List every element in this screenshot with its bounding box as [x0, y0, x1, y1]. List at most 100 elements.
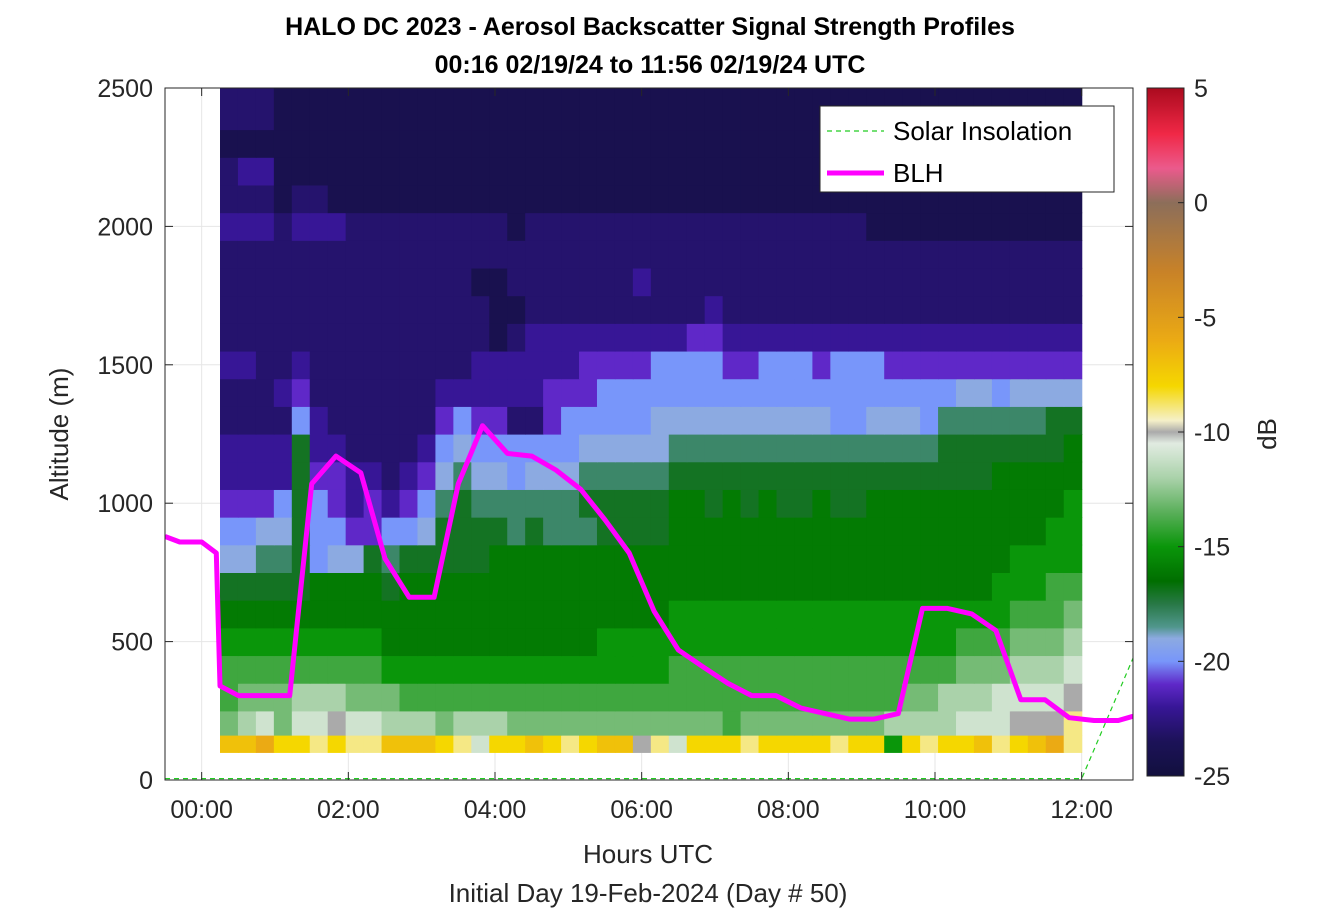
heatmap-cell — [363, 655, 383, 684]
heatmap-cell — [345, 88, 365, 131]
heatmap-cell — [381, 735, 401, 753]
heatmap-cell — [1027, 378, 1047, 407]
heatmap-cell — [650, 489, 670, 518]
heatmap-cell — [273, 572, 293, 601]
heatmap-cell — [632, 240, 652, 269]
heatmap-cell — [920, 517, 939, 546]
heatmap-cell — [596, 240, 616, 269]
heatmap-cell — [938, 710, 957, 736]
heatmap-cell — [650, 406, 670, 435]
heatmap-cell — [650, 627, 670, 657]
heatmap-cell — [1009, 544, 1029, 573]
heatmap-cell — [1009, 212, 1029, 241]
heatmap-cell — [920, 212, 939, 241]
heatmap-cell — [327, 406, 347, 435]
heatmap-cell — [991, 600, 1011, 629]
heatmap-cell — [399, 378, 419, 407]
heatmap-cell — [704, 544, 724, 573]
heatmap-cell — [668, 489, 688, 518]
heatmap-cell — [417, 406, 437, 435]
heatmap-cell — [381, 600, 401, 629]
heatmap-cell — [794, 572, 813, 601]
heatmap-cell — [848, 295, 867, 324]
heatmap-cell — [489, 378, 508, 407]
heatmap-cell — [237, 240, 257, 269]
heatmap-cell — [327, 323, 347, 352]
heatmap-cell — [596, 267, 616, 297]
heatmap-cell — [399, 350, 419, 380]
heatmap-cell — [489, 350, 508, 380]
heatmap-cell — [614, 461, 634, 490]
heatmap-cell — [309, 710, 329, 736]
heatmap-cell — [381, 406, 401, 435]
heatmap-cell — [1063, 517, 1083, 546]
heatmap-cell — [722, 184, 742, 214]
heatmap-cell — [291, 461, 311, 490]
heatmap-cell — [381, 544, 401, 573]
heatmap-cell — [255, 129, 275, 158]
heatmap-cell — [632, 323, 652, 352]
heatmap-cell — [1045, 434, 1065, 463]
heatmap-cell — [381, 323, 401, 352]
heatmap-cell — [956, 627, 975, 657]
heatmap-cell — [794, 735, 813, 753]
heatmap-cell — [812, 406, 831, 435]
colorbar-tick-label: 5 — [1194, 75, 1208, 103]
heatmap-cell — [866, 544, 885, 573]
heatmap-cell — [309, 88, 329, 131]
heatmap-cell — [273, 434, 293, 463]
heatmap-cell — [381, 240, 401, 269]
heatmap-cell — [596, 295, 616, 324]
heatmap-cell — [471, 710, 490, 736]
heatmap-cell — [848, 212, 867, 241]
heatmap-cell — [220, 378, 239, 407]
heatmap-cell — [327, 350, 347, 380]
heatmap-cell — [363, 683, 383, 712]
y-tick-label: 2000 — [97, 213, 153, 241]
heatmap-cell — [920, 710, 939, 736]
heatmap-cell — [579, 600, 598, 629]
colorbar-label: dB — [1252, 418, 1282, 450]
heatmap-cell — [417, 157, 437, 186]
heatmap-cell — [884, 406, 903, 435]
heatmap-cell — [291, 267, 311, 297]
heatmap-cell — [1063, 489, 1083, 518]
heatmap-cell — [614, 129, 634, 158]
heatmap-cell — [614, 627, 634, 657]
heatmap-cell — [579, 683, 598, 712]
heatmap-cell — [273, 267, 293, 297]
heatmap-cell — [237, 406, 257, 435]
heatmap-cell — [722, 295, 742, 324]
heatmap-cell — [237, 655, 257, 684]
heatmap-cell — [632, 627, 652, 657]
heatmap-cell — [291, 323, 311, 352]
heatmap-cell — [543, 710, 562, 736]
heatmap-cell — [471, 157, 490, 186]
heatmap-cell — [345, 655, 365, 684]
heatmap-cell — [668, 683, 688, 712]
heatmap-cell — [345, 240, 365, 269]
heatmap-cell — [1063, 434, 1083, 463]
heatmap-cell — [237, 350, 257, 380]
heatmap-cell — [381, 517, 401, 546]
heatmap-cell — [991, 735, 1011, 753]
heatmap-cell — [525, 544, 544, 573]
heatmap-cell — [884, 655, 903, 684]
heatmap-cell — [561, 240, 580, 269]
heatmap-cell — [758, 461, 778, 490]
heatmap-cell — [237, 129, 257, 158]
heatmap-cell — [920, 655, 939, 684]
heatmap-cell — [291, 710, 311, 736]
heatmap-cell — [973, 627, 993, 657]
heatmap-cell — [668, 267, 688, 297]
heatmap-cell — [507, 240, 526, 269]
colorbar-tick-label: -15 — [1194, 534, 1230, 562]
heatmap-cell — [309, 129, 329, 158]
heatmap-cell — [1009, 350, 1029, 380]
heatmap-cell — [991, 406, 1011, 435]
heatmap-cell — [1063, 240, 1083, 269]
heatmap-cell — [632, 212, 652, 241]
heatmap-cell — [902, 710, 921, 736]
heatmap-cell — [417, 627, 437, 657]
heatmap-cell — [596, 544, 616, 573]
